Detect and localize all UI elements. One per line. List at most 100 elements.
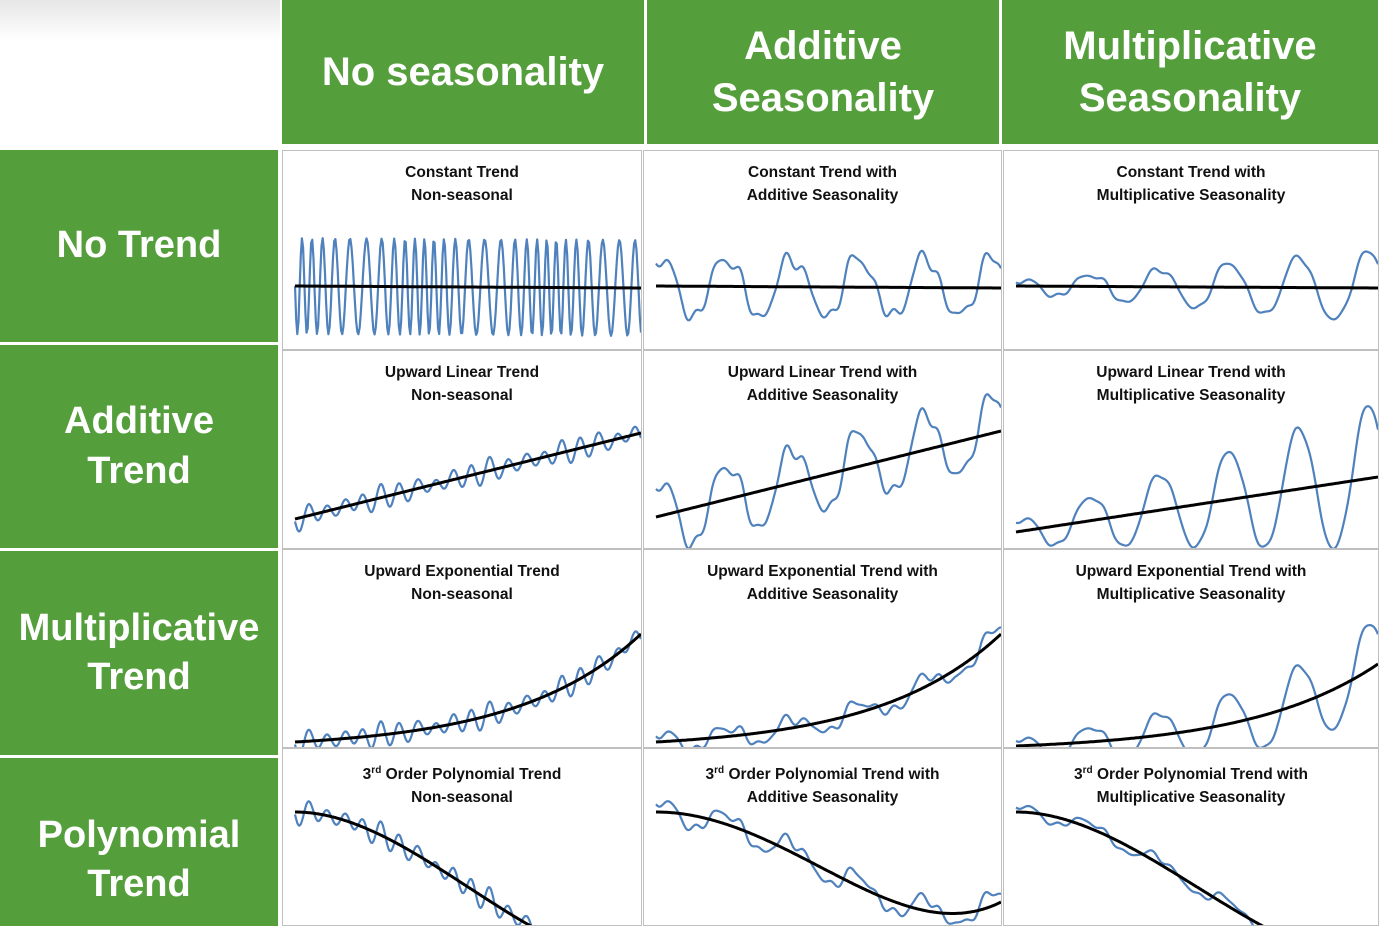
trend-line: [656, 810, 1001, 915]
chart-title: 3rd Order Polynomial Trend with Multiplic…: [1004, 759, 1378, 809]
chart-plot: [293, 800, 533, 925]
chart-title: 3rd Order Polynomial Trend Non-seasonal: [283, 759, 641, 809]
series-line: [1015, 250, 1378, 321]
chart-title: Upward Linear Trend with Multiplicative S…: [1004, 361, 1378, 407]
chart-title: Constant Trend with Multiplicative Season…: [1004, 161, 1378, 207]
chart-title-line1: Constant Trend with: [1116, 164, 1266, 181]
chart-title-line2: Multiplicative Seasonality: [1096, 387, 1286, 404]
trend-line: [294, 431, 641, 521]
chart-title-superscript: rd: [714, 765, 725, 776]
series-line: [655, 393, 1001, 548]
chart-title-line1: 3rd Order Polynomial Trend with: [644, 759, 1001, 786]
chart-title: Upward Linear Trend with Additive Seasona…: [644, 361, 1001, 407]
chart-title-superscript: rd: [1082, 765, 1093, 776]
col-header-multiplicative-seasonality: Multiplicative Seasonality: [1002, 0, 1378, 144]
chart-title-line2: Non-seasonal: [411, 789, 513, 807]
chart-constant-none: Constant Trend Non-seasonal: [282, 150, 642, 350]
chart-title-line1: Constant Trend: [405, 164, 519, 181]
chart-plot: [655, 626, 1001, 747]
chart-title-line2: Non-seasonal: [411, 187, 513, 204]
chart-title: Upward Exponential Trend with Multiplicat…: [1004, 560, 1378, 606]
chart-title: Constant Trend Non-seasonal: [283, 161, 641, 207]
chart-title-line1: 3rd Order Polynomial Trend with: [1004, 759, 1378, 786]
series-line: [293, 237, 641, 337]
chart-title-superscript: rd: [371, 765, 382, 776]
chart-title-line2: Additive Seasonality: [746, 586, 899, 603]
corner-blank: [0, 0, 280, 146]
chart-plot: [293, 425, 641, 533]
series-line: [655, 800, 1001, 925]
col-header-additive-seasonality: Additive Seasonality: [647, 0, 999, 144]
chart-plot: [1015, 405, 1378, 548]
chart-title-line1: 3rd Order Polynomial Trend: [283, 759, 641, 786]
chart-title-line2: Additive Seasonality: [746, 187, 899, 204]
chart-plot: [1015, 250, 1378, 321]
trend-line: [294, 632, 641, 744]
chart-title: Upward Exponential Trend Non-seasonal: [283, 560, 641, 606]
trend-line: [656, 284, 1001, 290]
chart-constant-additive: Constant Trend with Additive Seasonality: [643, 150, 1002, 350]
series-line: [293, 425, 641, 533]
chart-title-line1: Upward Linear Trend with: [727, 364, 918, 381]
chart-plot: [655, 249, 1001, 322]
chart-title-line2: Multiplicative Seasonality: [1096, 789, 1286, 807]
chart-polynomial-multiplicative: 3rd Order Polynomial Trend with Multiplic…: [1003, 748, 1379, 926]
col-header-no-seasonality: No seasonality: [282, 0, 644, 144]
chart-title-line1: Upward Linear Trend with: [1096, 364, 1286, 381]
series-line: [293, 630, 641, 747]
series-line: [293, 800, 533, 925]
chart-title: Constant Trend with Additive Seasonality: [644, 161, 1001, 207]
trend-line: [1015, 475, 1378, 534]
trend-line: [1016, 284, 1378, 290]
chart-title-line1: Upward Exponential Trend with: [1075, 563, 1307, 580]
chart-plot: [655, 800, 1001, 925]
chart-title-line1: Upward Exponential Trend with: [707, 563, 938, 580]
chart-title-ordinal: 3: [362, 766, 372, 784]
trend-line: [295, 810, 532, 925]
chart-plot: [655, 393, 1001, 548]
chart-linear-multiplicative: Upward Linear Trend with Multiplicative S…: [1003, 350, 1379, 549]
series-line: [655, 626, 1001, 747]
chart-title-rest: Order Polynomial Trend with: [1092, 766, 1308, 784]
chart-title-line2: Multiplicative Seasonality: [1096, 187, 1286, 204]
chart-title-line2: Non-seasonal: [411, 586, 513, 603]
trend-line: [1016, 662, 1378, 747]
trend-line: [295, 284, 641, 290]
chart-title-line1: Constant Trend with: [748, 164, 897, 181]
chart-title-line2: Non-seasonal: [411, 387, 513, 404]
chart-polynomial-none: 3rd Order Polynomial Trend Non-seasonal: [282, 748, 642, 926]
chart-linear-additive: Upward Linear Trend with Additive Seasona…: [643, 350, 1002, 549]
chart-constant-multiplicative: Constant Trend with Multiplicative Season…: [1003, 150, 1379, 350]
chart-exponential-none: Upward Exponential Trend Non-seasonal: [282, 549, 642, 748]
chart-title-line2: Multiplicative Seasonality: [1096, 586, 1286, 603]
chart-title-line1: Upward Linear Trend: [384, 364, 540, 381]
chart-plot: [1015, 623, 1378, 747]
series-line: [1015, 405, 1378, 548]
trend-line: [655, 429, 1001, 519]
chart-title: Upward Linear Trend Non-seasonal: [283, 361, 641, 407]
row-header-multiplicative-trend: Multiplicative Trend: [0, 551, 278, 755]
chart-title-ordinal: 3: [705, 766, 715, 784]
chart-title-ordinal: 3: [1074, 766, 1083, 784]
chart-plot: [1015, 804, 1264, 925]
chart-title-line2: Additive Seasonality: [746, 387, 899, 404]
chart-title-rest: Order Polynomial Trend with: [724, 766, 940, 784]
chart-linear-none: Upward Linear Trend Non-seasonal: [282, 350, 642, 549]
chart-title: 3rd Order Polynomial Trend with Additive …: [644, 759, 1001, 809]
row-header-additive-trend: Additive Trend: [0, 345, 278, 548]
chart-exponential-multiplicative: Upward Exponential Trend with Multiplicat…: [1003, 549, 1379, 748]
trend-line: [655, 632, 1001, 744]
series-line: [655, 249, 1001, 322]
chart-plot: [293, 630, 641, 747]
row-header-no-trend: No Trend: [0, 150, 278, 342]
chart-title-rest: Order Polynomial Trend: [381, 766, 562, 784]
row-header-polynomial-trend: Polynomial Trend: [0, 758, 278, 926]
chart-polynomial-additive: 3rd Order Polynomial Trend with Additive …: [643, 748, 1002, 926]
chart-plot: [293, 237, 641, 337]
chart-title: Upward Exponential Trend with Additive Se…: [644, 560, 1001, 606]
series-line: [1015, 623, 1378, 747]
chart-exponential-additive: Upward Exponential Trend with Additive Se…: [643, 549, 1002, 748]
trend-line: [1016, 810, 1264, 925]
chart-title-line1: Upward Exponential Trend: [364, 563, 560, 580]
